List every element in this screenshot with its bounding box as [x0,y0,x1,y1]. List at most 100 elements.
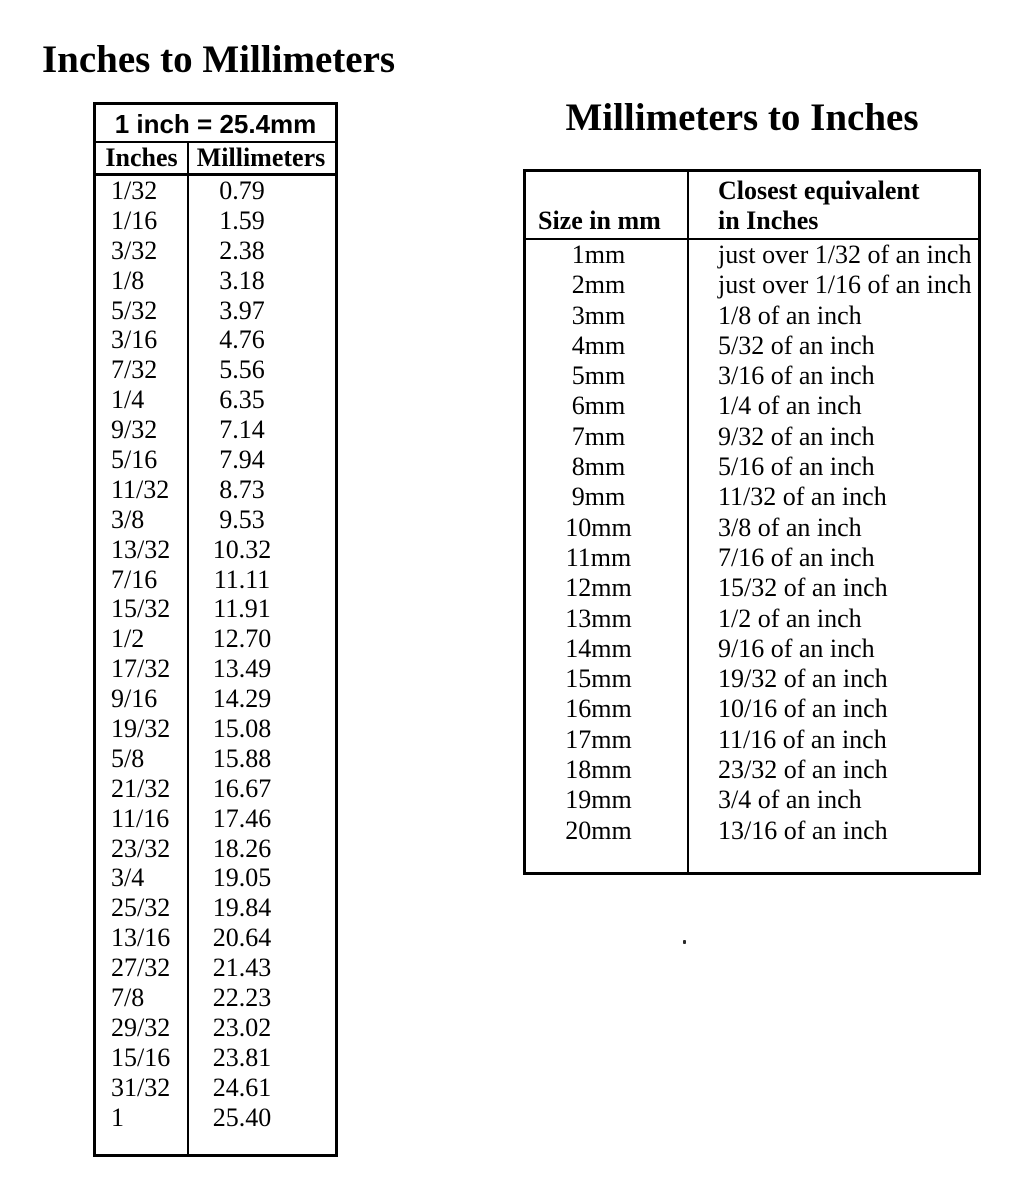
table-row: 5/32 3.97 [96,296,335,326]
mm-value-cell: 19.84 [212,893,272,923]
table-row: 25/32 19.84 [96,893,335,923]
table-row: 16mm 10/16 of an inch [526,694,978,724]
table-row: 4mm 5/32 of an inch [526,331,978,361]
table-row: 17/32 13.49 [96,654,335,684]
inch-equivalent-cell: 5/16 of an inch [718,452,875,482]
table-row: 10mm 3/8 of an inch [526,513,978,543]
mm-size-cell: 20mm [565,815,632,845]
inch-equivalent-cell: 5/32 of an inch [718,330,875,360]
stray-dot [683,940,686,944]
mm-value-cell: 23.02 [212,1012,272,1042]
inches-cell: 3/32 [111,235,158,265]
mm-value-cell: 6.35 [219,385,265,415]
table-row: 5/16 7.94 [96,445,335,475]
mm-size-cell: 1mm [571,240,626,269]
table-row: 9mm 11/32 of an inch [526,482,978,512]
table-row: 23/32 18.26 [96,834,335,864]
left-section-title: Inches to Millimeters [42,38,396,81]
mm-value-cell: 22.23 [212,983,272,1013]
table-row: 1/16 1.59 [96,206,335,236]
inches-cell: 3/16 [111,325,158,355]
inches-cell: 21/32 [111,773,171,803]
table-row: 7mm 9/32 of an inch [526,422,978,452]
inches-cell: 23/32 [111,833,171,863]
mm-value-cell: 5.56 [219,355,265,385]
table-row: 29/32 23.02 [96,1013,335,1043]
inches-cell: 17/32 [111,654,171,684]
mm-size-cell: 13mm [565,603,632,633]
table-row: 3/8 9.53 [96,505,335,535]
mm-value-cell: 24.61 [212,1072,272,1102]
mm-value-cell: 14.29 [212,684,272,714]
table-row: 8mm 5/16 of an inch [526,452,978,482]
mm-value-cell: 7.94 [219,445,265,475]
inches-cell: 5/16 [111,445,158,475]
table-row: 11/16 17.46 [96,804,335,834]
mm-value-cell: 15.88 [212,743,272,773]
inch-equivalent-cell: 1/8 of an inch [718,300,862,330]
size-column-header: Size in mm [526,172,687,238]
table-row: 7/8 22.23 [96,983,335,1013]
inches-cell: 1/32 [111,176,158,205]
inch-equivalent-cell: just over 1/32 of an inch [718,240,972,269]
mm-to-inches-table-body: Size in mm Closest equivalent in Inches … [526,172,978,872]
inches-cell: 25/32 [111,893,171,923]
mm-value-cell: 13.49 [212,654,272,684]
inches-cell: 1/4 [111,385,145,415]
inches-cell: 15/16 [111,1042,171,1072]
inches-cell: 11/16 [111,803,170,833]
mm-size-cell: 14mm [565,633,632,663]
inch-equivalent-cell: 3/4 of an inch [718,785,862,815]
inches-to-mm-rows: 1/32 0.79 1/16 1.59 3/32 2.38 1/8 3.18 5/32 3.97 3… [96,176,335,1133]
mm-size-cell: 2mm [571,270,626,300]
inches-cell: 1 [111,1102,124,1132]
inch-equivalent-cell: 9/32 of an inch [718,421,875,451]
inches-to-mm-header-row: Inches Millimeters [96,143,335,176]
table-row: 11/32 8.73 [96,475,335,505]
inch-equivalent-cell: just over 1/16 of an inch [718,270,972,300]
mm-size-cell: 6mm [571,391,626,421]
table-row: 1/32 0.79 [96,176,335,206]
mm-value-cell: 17.46 [212,803,272,833]
mm-size-cell: 16mm [565,694,632,724]
mm-size-cell: 7mm [571,421,626,451]
inches-cell: 19/32 [111,714,171,744]
inches-cell: 31/32 [111,1072,171,1102]
mm-value-cell: 25.40 [212,1102,272,1132]
mm-size-cell: 3mm [571,300,626,330]
table-row: 9/16 14.29 [96,684,335,714]
table-row: 14mm 9/16 of an inch [526,634,978,664]
mm-size-cell: 11mm [565,542,632,572]
table-row: 21/32 16.67 [96,774,335,804]
inches-cell: 5/32 [111,295,158,325]
mm-value-cell: 4.76 [219,325,265,355]
mm-value-cell: 11.91 [213,594,271,624]
mm-value-cell: 0.79 [219,176,265,205]
inch-equivalent-cell: 23/32 of an inch [718,755,888,785]
mm-to-inches-header-row: Size in mm Closest equivalent in Inches [526,172,978,240]
table-row: 12mm 15/32 of an inch [526,573,978,603]
mm-size-cell: 5mm [571,361,626,391]
mm-value-cell: 10.32 [212,534,272,564]
inches-cell: 13/32 [111,534,171,564]
inch-equivalent-cell: 1/2 of an inch [718,603,862,633]
table-row: 17mm 11/16 of an inch [526,725,978,755]
table-row: 6mm 1/4 of an inch [526,391,978,421]
table-row: 3mm 1/8 of an inch [526,301,978,331]
inches-cell: 27/32 [111,953,171,983]
table-row: 3/16 4.76 [96,325,335,355]
equivalent-column-header: Closest equivalent in Inches [687,172,978,238]
inches-cell: 13/16 [111,923,171,953]
mm-size-cell: 12mm [565,573,632,603]
mm-size-cell: 10mm [565,512,632,542]
millimeters-column-header: Millimeters [196,143,326,172]
inch-equivalent-cell: 11/32 of an inch [718,482,887,512]
mm-value-cell: 8.73 [219,474,265,504]
inches-to-mm-table-body: Inches Millimeters 1/32 0.79 1/16 1.59 3/32 2… [96,143,335,1154]
mm-value-cell: 11.11 [213,564,271,594]
inches-cell: 9/32 [111,415,158,445]
size-column-header-label: Size in mm [538,206,661,235]
mm-to-inches-table: Size in mm Closest equivalent in Inches … [523,169,981,875]
mm-value-cell: 21.43 [212,953,272,983]
